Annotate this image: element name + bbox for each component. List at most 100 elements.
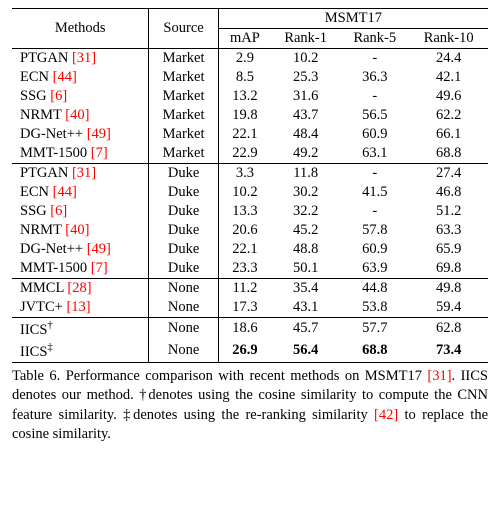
col-header-metric: Rank-5 (340, 29, 409, 49)
method-cell: MMT-1500 [7] (12, 144, 149, 164)
value-cell: - (340, 164, 409, 184)
method-cell: NRMT [40] (12, 106, 149, 125)
source-cell: None (149, 298, 218, 318)
method-cell: PTGAN [31] (12, 164, 149, 184)
source-cell: Duke (149, 183, 218, 202)
source-cell: Duke (149, 202, 218, 221)
value-cell: 25.3 (271, 68, 340, 87)
value-cell: 63.3 (409, 221, 488, 240)
method-cell: DG-Net++ [49] (12, 240, 149, 259)
value-cell: 13.3 (218, 202, 271, 221)
value-cell: 36.3 (340, 68, 409, 87)
source-cell: Duke (149, 259, 218, 279)
value-cell: 8.5 (218, 68, 271, 87)
value-cell: 44.8 (340, 279, 409, 299)
value-cell: 49.8 (409, 279, 488, 299)
value-cell: 43.1 (271, 298, 340, 318)
source-cell: None (149, 318, 218, 340)
value-cell: 48.4 (271, 125, 340, 144)
value-cell: 51.2 (409, 202, 488, 221)
value-cell: 57.8 (340, 221, 409, 240)
value-cell: 20.6 (218, 221, 271, 240)
value-cell: 32.2 (271, 202, 340, 221)
value-cell: 50.1 (271, 259, 340, 279)
method-cell: SSG [6] (12, 202, 149, 221)
value-cell: 66.1 (409, 125, 488, 144)
value-cell: 65.9 (409, 240, 488, 259)
source-cell: Market (149, 106, 218, 125)
source-cell: Market (149, 125, 218, 144)
value-cell: 42.1 (409, 68, 488, 87)
method-cell: ECN [44] (12, 183, 149, 202)
source-cell: Market (149, 87, 218, 106)
source-cell: Duke (149, 221, 218, 240)
value-cell: 68.8 (340, 340, 409, 362)
value-cell: 53.8 (340, 298, 409, 318)
value-cell: 11.8 (271, 164, 340, 184)
value-cell: 62.2 (409, 106, 488, 125)
value-cell: 62.8 (409, 318, 488, 340)
value-cell: 59.4 (409, 298, 488, 318)
col-header-methods: Methods (12, 9, 149, 49)
value-cell: 63.9 (340, 259, 409, 279)
col-header-metric: mAP (218, 29, 271, 49)
value-cell: - (340, 49, 409, 69)
value-cell: 73.4 (409, 340, 488, 362)
col-header-metric: Rank-1 (271, 29, 340, 49)
value-cell: 63.1 (340, 144, 409, 164)
value-cell: - (340, 87, 409, 106)
value-cell: 27.4 (409, 164, 488, 184)
method-cell: JVTC+ [13] (12, 298, 149, 318)
source-cell: Market (149, 49, 218, 69)
value-cell: 22.9 (218, 144, 271, 164)
method-cell: ECN [44] (12, 68, 149, 87)
value-cell: 22.1 (218, 125, 271, 144)
method-cell: MMT-1500 [7] (12, 259, 149, 279)
method-cell: MMCL [28] (12, 279, 149, 299)
value-cell: 57.7 (340, 318, 409, 340)
col-header-metric: Rank-10 (409, 29, 488, 49)
col-header-source: Source (149, 9, 218, 49)
value-cell: 31.6 (271, 87, 340, 106)
value-cell: 45.7 (271, 318, 340, 340)
value-cell: 3.3 (218, 164, 271, 184)
value-cell: 26.9 (218, 340, 271, 362)
caption-text: Table 6. Performance comparison with rec… (12, 368, 427, 384)
value-cell: 69.8 (409, 259, 488, 279)
value-cell: 18.6 (218, 318, 271, 340)
source-cell: Market (149, 68, 218, 87)
value-cell: 68.8 (409, 144, 488, 164)
value-cell: 11.2 (218, 279, 271, 299)
caption-ref: [42] (374, 407, 398, 423)
method-cell: PTGAN [31] (12, 49, 149, 69)
source-cell: Market (149, 144, 218, 164)
results-table: MethodsSourceMSMT17mAPRank-1Rank-5Rank-1… (12, 8, 488, 363)
value-cell: 45.2 (271, 221, 340, 240)
value-cell: 60.9 (340, 125, 409, 144)
value-cell: 17.3 (218, 298, 271, 318)
value-cell: 43.7 (271, 106, 340, 125)
value-cell: 13.2 (218, 87, 271, 106)
method-cell: NRMT [40] (12, 221, 149, 240)
source-cell: Duke (149, 240, 218, 259)
value-cell: 49.2 (271, 144, 340, 164)
value-cell: 10.2 (218, 183, 271, 202)
value-cell: 56.4 (271, 340, 340, 362)
value-cell: 48.8 (271, 240, 340, 259)
value-cell: 24.4 (409, 49, 488, 69)
value-cell: 49.6 (409, 87, 488, 106)
caption-ref: [31] (427, 368, 451, 384)
method-cell: IICS‡ (12, 340, 149, 362)
source-cell: None (149, 340, 218, 362)
value-cell: 22.1 (218, 240, 271, 259)
value-cell: 46.8 (409, 183, 488, 202)
value-cell: 10.2 (271, 49, 340, 69)
source-cell: Duke (149, 164, 218, 184)
value-cell: 23.3 (218, 259, 271, 279)
col-header-metricgroup: MSMT17 (218, 9, 488, 29)
method-cell: DG-Net++ [49] (12, 125, 149, 144)
method-cell: IICS† (12, 318, 149, 340)
value-cell: 35.4 (271, 279, 340, 299)
value-cell: 30.2 (271, 183, 340, 202)
method-cell: SSG [6] (12, 87, 149, 106)
